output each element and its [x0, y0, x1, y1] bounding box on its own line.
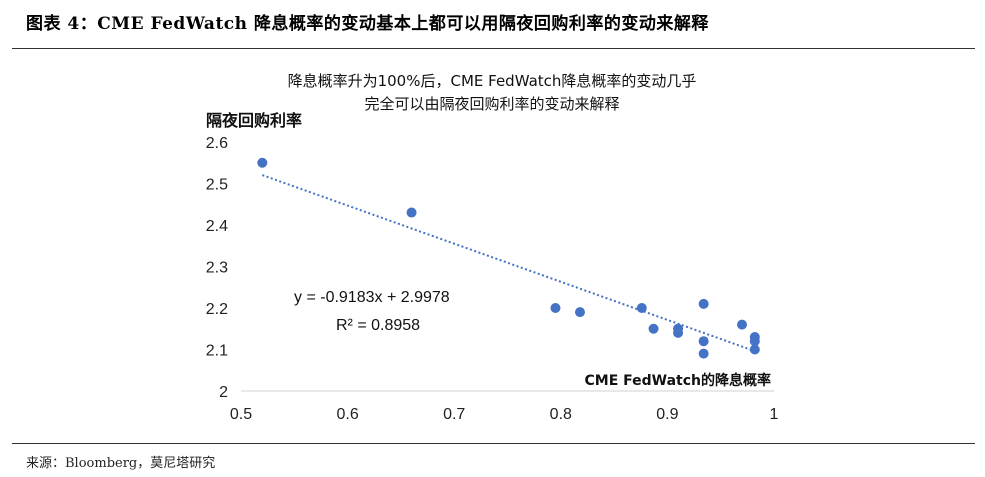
data-point [698, 336, 709, 347]
figure-title: 图表 4：CME FedWatch 降息概率的变动基本上都可以用隔夜回购利率的变… [26, 14, 709, 34]
data-point [574, 307, 585, 318]
y-tick-label: 2.6 [206, 135, 228, 152]
x-tick-label: 0.8 [550, 406, 572, 423]
y-tick-label: 2.2 [206, 301, 228, 318]
bottom-rule [12, 443, 975, 444]
y-tick-label: 2.3 [206, 260, 228, 277]
top-rule [12, 48, 975, 49]
x-tick-label: 0.9 [656, 406, 678, 423]
source-note: 来源：Bloomberg，莫尼塔研究 [26, 456, 216, 471]
y-tick-label: 2.1 [206, 343, 228, 360]
data-point [257, 157, 268, 168]
data-point [636, 303, 647, 313]
y-axis-label: 隔夜回购利率 [206, 111, 302, 130]
chart-title-line-2: 完全可以由隔夜回购利率的变动来解释 [364, 95, 619, 113]
chart-title-line-1: 降息概率升为100%后，CME FedWatch降息概率的变动几乎 [288, 72, 697, 90]
data-point [648, 323, 659, 334]
x-tick-label: 1 [770, 406, 779, 423]
data-point [406, 207, 417, 218]
y-tick-label: 2.4 [206, 218, 228, 235]
x-axis-label: CME FedWatch的降息概率 [584, 372, 771, 389]
x-tick-label: 0.6 [336, 406, 358, 423]
trendline [261, 174, 756, 353]
data-point [749, 344, 760, 355]
x-tick-label: 0.7 [443, 406, 465, 423]
data-points [257, 157, 760, 359]
data-point [749, 336, 760, 347]
r-squared-label: R² = 0.8958 [336, 317, 420, 334]
data-point [550, 303, 561, 313]
y-tick-label: 2.5 [206, 177, 228, 194]
data-point [698, 298, 709, 309]
equation-label: y = -0.9183x + 2.9978 [294, 289, 450, 306]
data-point [673, 327, 684, 338]
y-tick-labels: 2 2.1 2.2 2.3 2.4 2.5 2.6 [206, 135, 228, 401]
x-tick-label: 0.5 [230, 406, 252, 423]
data-point [737, 319, 748, 330]
y-tick-label: 2 [219, 384, 228, 401]
data-point [698, 348, 709, 359]
x-tick-labels: 0.5 0.6 0.7 0.8 0.9 1 [230, 406, 779, 423]
